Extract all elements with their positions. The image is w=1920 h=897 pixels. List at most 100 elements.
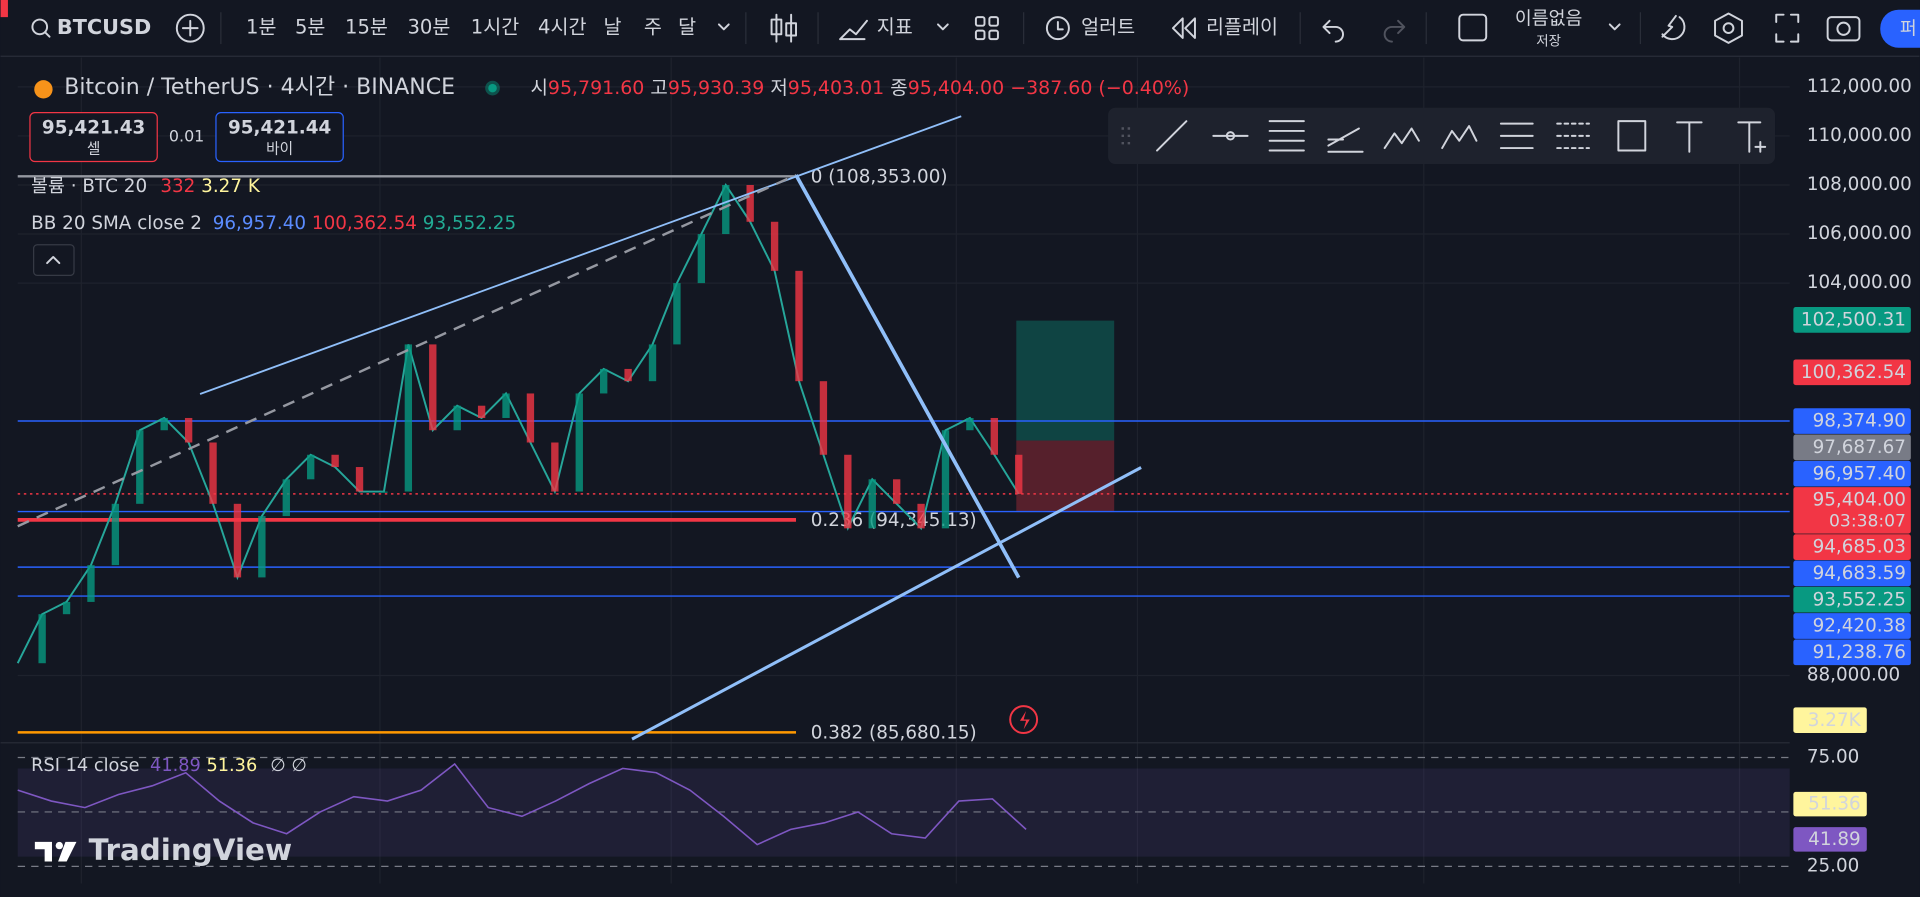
price-tag	[1793, 613, 1911, 639]
candle	[526, 393, 535, 443]
indicator-icon	[839, 19, 868, 41]
rsi-tag-label: 51.36	[1808, 794, 1861, 815]
alert-icon	[1056, 21, 1064, 31]
tool-projection[interactable]	[1499, 122, 1534, 150]
chevron[interactable]	[936, 23, 949, 31]
drawing-toolbar-bg	[1108, 107, 1776, 164]
candle	[892, 479, 901, 504]
drag-handle[interactable]	[1121, 127, 1131, 145]
quick-search-icon[interactable]	[1661, 14, 1686, 41]
position-loss-zone[interactable]	[1016, 440, 1115, 512]
interval[interactable]: 1분	[246, 16, 276, 39]
chart-type-button[interactable]	[770, 13, 797, 43]
drawing-toolbar	[1108, 107, 1776, 164]
layout-status: 저장	[1536, 34, 1561, 50]
replay-label: 리플레이	[1206, 16, 1278, 39]
collapse-icon	[46, 256, 61, 265]
change: −387.60 (−0.40%)	[1010, 77, 1189, 99]
trend-line-dashed[interactable]	[17, 173, 797, 528]
symbol-search[interactable]: BTCUSD	[31, 15, 151, 39]
bb-name: BB 20 SMA close 2	[31, 213, 202, 234]
trend-line[interactable]	[631, 466, 1142, 741]
interval[interactable]: 4시간	[538, 16, 586, 39]
candle	[697, 234, 706, 284]
tool-fib[interactable]	[1268, 120, 1305, 152]
collapse-button[interactable]	[33, 244, 75, 276]
candle	[551, 442, 559, 492]
camera-icon[interactable]	[1826, 16, 1861, 42]
interval[interactable]: 15분	[345, 16, 388, 39]
buy-button[interactable]: 95,421.44 바이	[215, 111, 344, 163]
tool-volume-profile[interactable]	[1556, 122, 1590, 150]
indicators-button[interactable]: 지표	[839, 16, 913, 41]
interval[interactable]: 30분	[407, 16, 450, 39]
tool-trendline[interactable]	[1156, 120, 1188, 152]
layout-button[interactable]	[974, 16, 999, 41]
candle	[209, 442, 217, 504]
rsi-tag-label: 41.89	[1808, 829, 1861, 850]
undo-icon[interactable]	[1322, 19, 1344, 43]
ohlc: 시95,791.60 고95,930.39 저95,403.01 종95,404…	[530, 77, 1189, 99]
candle	[111, 503, 120, 566]
lightning-icon	[1019, 710, 1030, 730]
price-tag-label: 93,552.25	[1813, 589, 1906, 610]
tool-text-pin[interactable]	[1737, 121, 1767, 153]
ohlc-label: 시	[530, 77, 547, 99]
trend-line[interactable]	[794, 174, 1021, 579]
trend-line[interactable]	[199, 115, 962, 395]
sell-button[interactable]: 95,421.43 셀	[29, 111, 158, 163]
tool-pitchfork[interactable]	[1327, 127, 1364, 153]
candle	[770, 221, 779, 271]
tool-abcd[interactable]	[1441, 125, 1478, 150]
layout-square[interactable]	[1458, 13, 1488, 42]
price-tag	[1793, 460, 1911, 487]
candle	[600, 368, 608, 394]
market-status	[488, 83, 497, 93]
chevron[interactable]	[1608, 23, 1621, 31]
candle	[917, 503, 925, 529]
alert-button[interactable]: 얼러트	[1045, 16, 1135, 41]
candle	[282, 479, 290, 517]
fullscreen-icon[interactable]	[1775, 13, 1800, 43]
buy-box	[215, 111, 344, 163]
price-tag	[1793, 639, 1911, 666]
rsi-line	[17, 762, 1027, 846]
tool-pattern[interactable]	[1383, 127, 1420, 150]
price-tick-label: 104,000.00	[1807, 272, 1912, 293]
replay-button[interactable]: 리플레이	[1171, 16, 1278, 39]
chevron[interactable]	[717, 23, 730, 31]
interval[interactable]: 주	[644, 16, 662, 39]
logo-mark	[34, 841, 52, 862]
candle	[746, 184, 754, 222]
lightning-button[interactable]	[1009, 705, 1039, 734]
candle-icon	[785, 22, 797, 37]
price-tag	[1793, 560, 1911, 587]
settings-icon[interactable]	[1714, 12, 1743, 44]
publish-label: 퍼	[1900, 18, 1917, 39]
redo-icon[interactable]	[1383, 19, 1406, 43]
candle	[502, 393, 510, 418]
price-tag	[1793, 307, 1911, 333]
volume-tag-label: 3.27K	[1808, 710, 1862, 731]
price-tag	[1793, 434, 1911, 461]
tool-text[interactable]	[1676, 121, 1703, 153]
symbol-title: Bitcoin / TetherUS · 4시간 · BINANCE	[64, 75, 455, 100]
interval[interactable]: 1시간	[471, 16, 519, 39]
position-profit-zone[interactable]	[1016, 320, 1115, 441]
tool-rectangle[interactable]	[1617, 120, 1647, 152]
indicators-label: 지표	[877, 16, 913, 39]
compare-button[interactable]	[175, 13, 205, 43]
layout-name[interactable]: 이름없음 저장	[1515, 9, 1583, 50]
candle	[648, 344, 657, 382]
countdown: 03:38:07	[1829, 511, 1906, 531]
rsi-tick-label: 25.00	[1807, 855, 1860, 876]
interval[interactable]: 달	[678, 16, 696, 39]
alert-label: 얼러트	[1081, 16, 1135, 39]
spread: 0.01	[169, 127, 204, 146]
interval[interactable]: 날	[603, 16, 621, 39]
interval[interactable]: 5분	[295, 16, 325, 39]
close-line	[16, 183, 1020, 664]
price-tick-label: 110,000.00	[1807, 125, 1912, 146]
publish-button[interactable]	[1880, 9, 1920, 48]
